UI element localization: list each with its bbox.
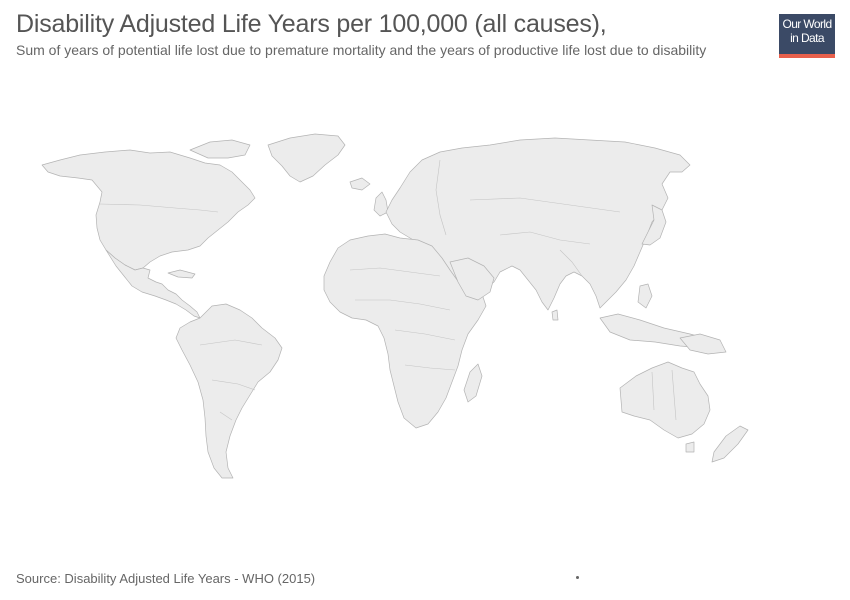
country-north-america[interactable] — [41, 149, 256, 271]
country-south-america[interactable] — [175, 303, 283, 479]
chart-subtitle: Sum of years of potential life lost due … — [16, 42, 707, 58]
world-map[interactable] — [0, 70, 850, 540]
dot-icon — [576, 576, 579, 579]
country-iceland[interactable] — [349, 177, 371, 191]
owid-logo[interactable]: Our World in Data — [779, 14, 835, 58]
country-philippines[interactable] — [637, 283, 653, 309]
logo-line-2: in Data — [790, 31, 824, 45]
country-africa[interactable] — [323, 233, 487, 429]
chart-title: Disability Adjusted Life Years per 100,0… — [16, 10, 607, 38]
country-australia[interactable] — [619, 361, 711, 439]
country-mexico[interactable] — [105, 249, 201, 319]
country-japan[interactable] — [641, 204, 667, 246]
country-borders — [99, 159, 677, 421]
country-madagascar[interactable] — [463, 363, 483, 403]
country-greenland[interactable] — [267, 133, 346, 183]
country-arabia[interactable] — [449, 257, 495, 301]
country-cuba[interactable] — [167, 269, 196, 279]
country-new-guinea[interactable] — [679, 333, 727, 355]
country-new-zealand[interactable] — [711, 425, 749, 463]
source-note[interactable]: Source: Disability Adjusted Life Years -… — [16, 571, 316, 586]
country-tasmania[interactable] — [685, 441, 695, 453]
logo-line-1: Our World — [782, 17, 832, 31]
country-canada-arctic[interactable] — [189, 139, 251, 159]
country-sri-lanka[interactable] — [551, 309, 559, 321]
